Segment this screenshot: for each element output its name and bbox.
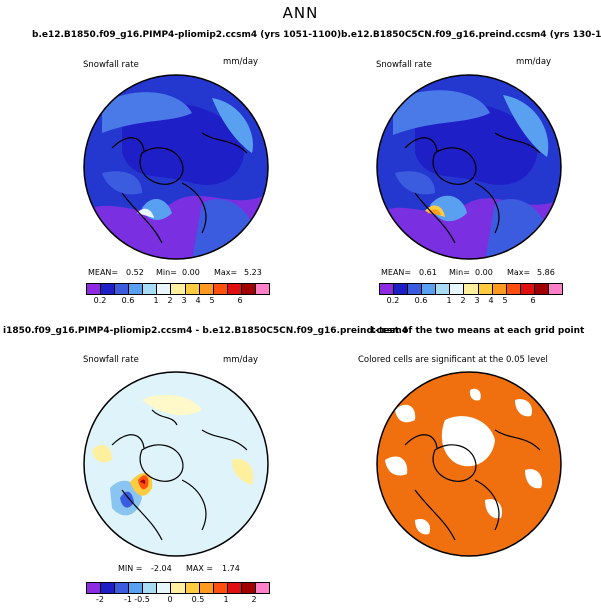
panel-2-min-label: Min= xyxy=(449,268,470,277)
panel-1-colorbar xyxy=(86,283,270,295)
colorbar-tick-label: 5 xyxy=(502,296,508,305)
colorbar-tick-label: 6 xyxy=(237,296,243,305)
panel-1-mean-value: 0.52 xyxy=(126,268,144,277)
colorbar-tick-label: 4 xyxy=(488,296,494,305)
panel-1-units-label: mm/day xyxy=(223,57,259,67)
colorbar-tick-label: -0.5 xyxy=(134,595,150,604)
colorbar-tick-label: -2 xyxy=(96,595,104,604)
colorbar-segment xyxy=(199,583,214,593)
colorbar-segment xyxy=(115,583,130,593)
panel-1-min-label: Min= xyxy=(156,268,177,277)
panel-3-variable-label: Snowfall rate xyxy=(83,355,139,365)
colorbar-segment xyxy=(213,284,228,294)
panel-2-min-value: 0.00 xyxy=(475,268,493,277)
panel-2-polar-map xyxy=(376,74,562,260)
panel-3-case-title: i1850.f09_g16.PIMP4-pliomip2.ccsm4 - b.e… xyxy=(3,326,408,336)
panel-1-variable-label: Snowfall rate xyxy=(83,60,139,70)
colorbar-tick-label: 1 xyxy=(223,595,229,604)
colorbar-tick-label: -1 xyxy=(124,595,132,604)
panel-2-case-title: b.e12.B1850C5CN.f09_g16.preind.ccsm4 (yr… xyxy=(341,30,601,40)
page-title: ANN xyxy=(282,4,319,22)
colorbar-tick-label: 2 xyxy=(167,296,173,305)
colorbar-tick-label: 3 xyxy=(181,296,187,305)
panel-1-case-title: b.e12.B1850.f09_g16.PIMP4-pliomip2.ccsm4… xyxy=(32,30,342,40)
colorbar-segment xyxy=(255,583,270,593)
colorbar-segment xyxy=(241,284,256,294)
colorbar-tick-label: 0 xyxy=(167,595,173,604)
panel-1-polar-map xyxy=(83,74,269,260)
colorbar-segment xyxy=(157,284,172,294)
colorbar-segment xyxy=(241,583,256,593)
panel-3-colorbar xyxy=(86,582,270,594)
panel-2-units-label: mm/day xyxy=(516,57,552,67)
panel-2-max-value: 5.86 xyxy=(537,268,555,277)
colorbar-tick-label: 0.6 xyxy=(121,296,135,305)
colorbar-segment xyxy=(171,284,186,294)
colorbar-segment xyxy=(115,284,130,294)
panel-1-max-label: Max= xyxy=(214,268,238,277)
colorbar-tick-label: 2 xyxy=(251,595,257,604)
panel-3-min-value: -2.04 xyxy=(151,564,172,573)
colorbar-segment xyxy=(492,284,507,294)
panel-2-colorbar xyxy=(379,283,563,295)
panel-2-max-label: Max= xyxy=(507,268,531,277)
colorbar-segment xyxy=(255,284,270,294)
panel-2-mean-label: MEAN= xyxy=(381,268,412,277)
colorbar-segment xyxy=(534,284,549,294)
colorbar-segment xyxy=(548,284,563,294)
panel-3-max-value: 1.74 xyxy=(222,564,240,573)
colorbar-segment xyxy=(394,284,409,294)
colorbar-segment xyxy=(422,284,437,294)
colorbar-segment xyxy=(101,583,116,593)
panel-2-mean-value: 0.61 xyxy=(419,268,437,277)
panel-1-max-value: 5.23 xyxy=(244,268,262,277)
colorbar-segment xyxy=(171,583,186,593)
colorbar-segment xyxy=(143,583,158,593)
panel-3-polar-map xyxy=(83,371,269,557)
colorbar-segment xyxy=(143,284,158,294)
colorbar-segment xyxy=(227,583,242,593)
colorbar-segment xyxy=(478,284,493,294)
colorbar-tick-label: 2 xyxy=(460,296,466,305)
colorbar-segment xyxy=(129,583,144,593)
colorbar-segment xyxy=(380,284,395,294)
colorbar-segment xyxy=(506,284,521,294)
colorbar-segment xyxy=(213,583,228,593)
panel-2-variable-label: Snowfall rate xyxy=(376,60,432,70)
panel-4-significance-note: Colored cells are significant at the 0.0… xyxy=(358,355,548,365)
colorbar-segment xyxy=(157,583,172,593)
panel-1-mean-label: MEAN= xyxy=(88,268,119,277)
colorbar-tick-label: 0.5 xyxy=(191,595,205,604)
colorbar-segment xyxy=(87,284,102,294)
colorbar-segment xyxy=(464,284,479,294)
colorbar-tick-label: 3 xyxy=(474,296,480,305)
colorbar-segment xyxy=(450,284,465,294)
panel-1-min-value: 0.00 xyxy=(182,268,200,277)
colorbar-tick-label: 0.2 xyxy=(93,296,107,305)
colorbar-tick-label: 1 xyxy=(153,296,159,305)
colorbar-tick-label: 5 xyxy=(209,296,215,305)
panel-3-max-label: MAX = xyxy=(186,564,214,573)
panel-3-min-label: MIN = xyxy=(118,564,143,573)
panel-3-units-label: mm/day xyxy=(223,355,259,365)
colorbar-segment xyxy=(408,284,423,294)
panel-4-polar-map xyxy=(376,371,562,557)
colorbar-tick-label: 6 xyxy=(530,296,536,305)
colorbar-segment xyxy=(227,284,242,294)
colorbar-tick-label: 1 xyxy=(446,296,452,305)
colorbar-segment xyxy=(199,284,214,294)
colorbar-segment xyxy=(520,284,535,294)
colorbar-segment xyxy=(101,284,116,294)
colorbar-tick-label: 0.6 xyxy=(414,296,428,305)
colorbar-segment xyxy=(129,284,144,294)
colorbar-segment xyxy=(185,583,200,593)
colorbar-tick-label: 0.2 xyxy=(386,296,400,305)
colorbar-tick-label: 4 xyxy=(195,296,201,305)
colorbar-segment xyxy=(185,284,200,294)
colorbar-segment xyxy=(87,583,102,593)
colorbar-segment xyxy=(436,284,451,294)
panel-4-case-title: t-test of the two means at each grid poi… xyxy=(371,326,585,336)
